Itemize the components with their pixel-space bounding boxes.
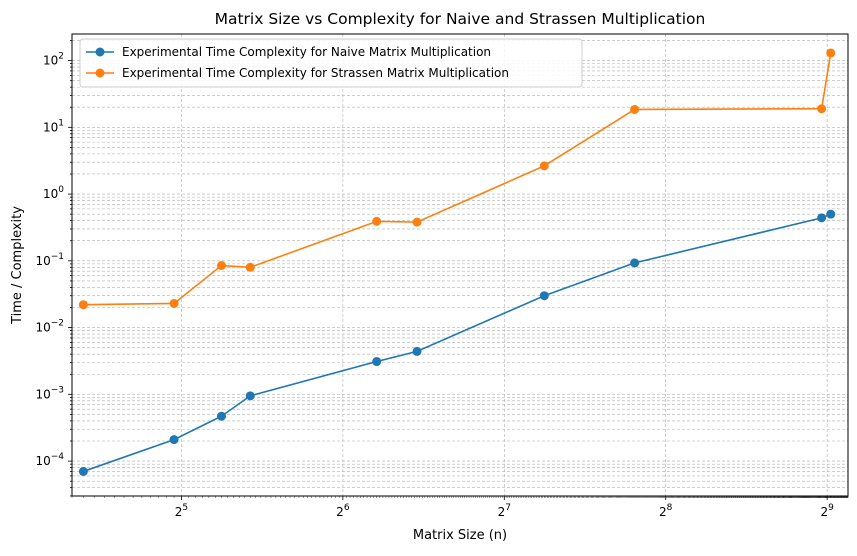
legend: Experimental Time Complexity for Naive M… xyxy=(79,38,583,88)
y-tick-label: 100 xyxy=(43,185,64,201)
y-tick-label: 10−3 xyxy=(35,385,64,401)
x-tick-label: 25 xyxy=(175,503,188,519)
data-point-naive xyxy=(78,466,88,476)
grid-layer xyxy=(72,34,848,497)
data-point-naive xyxy=(817,213,827,223)
x-axis-ticks: 25 26 27 28 29 xyxy=(71,496,849,519)
data-point-strassen xyxy=(216,261,226,271)
data-point-naive xyxy=(630,258,640,268)
data-point-naive xyxy=(216,411,226,421)
data-point-naive xyxy=(372,357,382,367)
y-tick-label: 101 xyxy=(43,118,64,134)
data-point-naive xyxy=(169,435,179,445)
legend-label: Experimental Time Complexity for Naive M… xyxy=(122,45,491,59)
data-point-naive xyxy=(539,291,549,301)
x-tick-label: 28 xyxy=(659,503,673,519)
y-tick-label: 10−2 xyxy=(35,319,64,335)
y-axis-ticks: 10−4 10−3 10−2 10−1 100 101 102 xyxy=(35,40,72,497)
legend-label: Experimental Time Complexity for Strasse… xyxy=(122,66,509,80)
series-line-strassen xyxy=(83,52,832,306)
x-tick-label: 26 xyxy=(336,503,350,519)
data-point-strassen xyxy=(245,262,255,272)
plot-area-frame xyxy=(71,33,849,497)
data-point-strassen xyxy=(817,104,827,114)
data-point-naive xyxy=(412,346,422,356)
data-point-strassen xyxy=(539,161,549,171)
data-point-naive xyxy=(826,209,836,219)
legend-swatch-marker xyxy=(95,47,105,57)
chart-title: Matrix Size vs Complexity for Naive and … xyxy=(215,10,706,28)
y-tick-label: 102 xyxy=(43,52,64,68)
data-point-strassen xyxy=(412,217,422,227)
legend-swatch-marker xyxy=(95,68,105,78)
data-point-naive xyxy=(245,391,255,401)
legend-box xyxy=(79,38,583,88)
y-tick-label: 10−4 xyxy=(35,452,64,468)
x-axis-label: Matrix Size (n) xyxy=(413,528,507,543)
x-tick-label: 27 xyxy=(498,503,511,519)
y-axis-label: Time / Complexity xyxy=(10,206,25,325)
x-tick-label: 29 xyxy=(820,503,834,519)
data-point-strassen xyxy=(826,48,836,58)
y-tick-label: 10−1 xyxy=(35,252,64,268)
data-point-strassen xyxy=(169,298,179,308)
data-point-strassen xyxy=(372,216,382,226)
series-line-naive xyxy=(83,213,832,473)
data-point-strassen xyxy=(78,300,88,310)
data-point-strassen xyxy=(630,104,640,114)
series-layer xyxy=(78,48,836,476)
